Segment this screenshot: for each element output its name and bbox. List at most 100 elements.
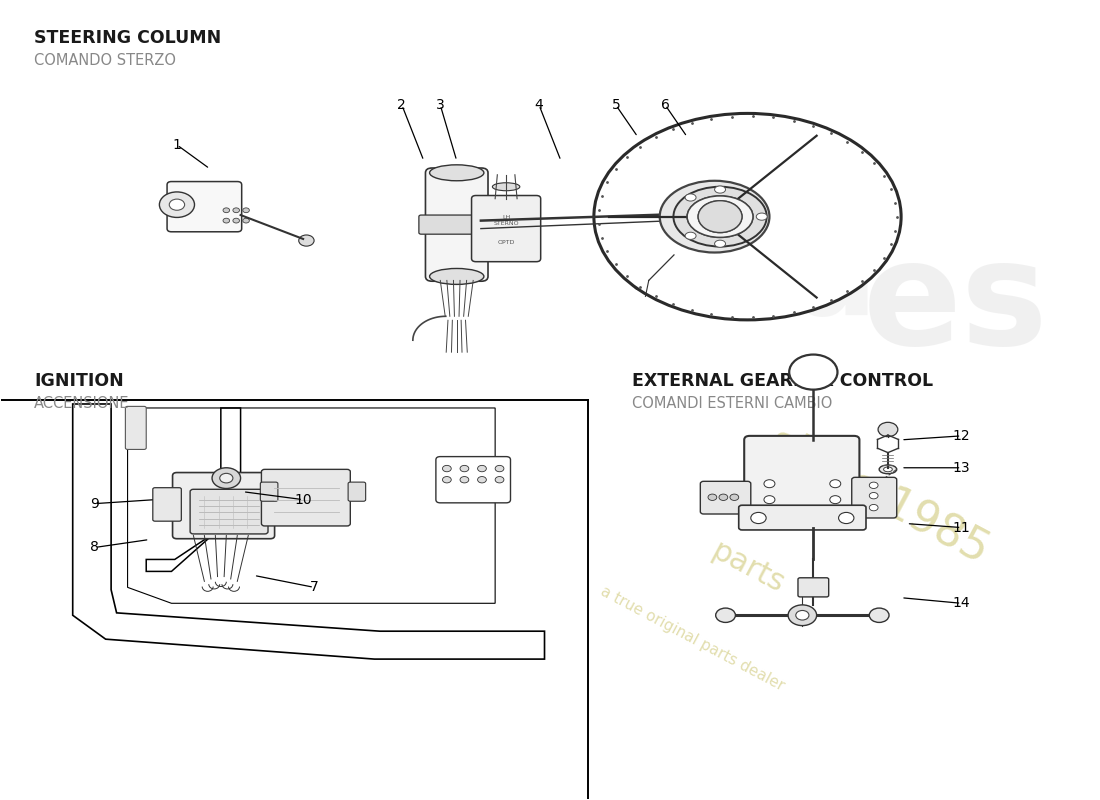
Ellipse shape: [715, 186, 726, 193]
Circle shape: [878, 422, 898, 437]
Circle shape: [212, 468, 241, 489]
Text: 1: 1: [173, 138, 182, 152]
Text: since 1985: since 1985: [762, 420, 997, 572]
Circle shape: [751, 513, 767, 523]
Ellipse shape: [688, 196, 754, 238]
Circle shape: [233, 208, 240, 213]
FancyBboxPatch shape: [125, 406, 146, 450]
Text: EXTERNAL GEARBOX CONTROL: EXTERNAL GEARBOX CONTROL: [632, 372, 934, 390]
Text: 7: 7: [310, 580, 319, 594]
Circle shape: [869, 505, 878, 511]
Text: 10: 10: [295, 493, 312, 506]
Text: ACCENSIONE: ACCENSIONE: [34, 396, 130, 411]
Circle shape: [730, 494, 739, 501]
FancyBboxPatch shape: [436, 457, 510, 503]
Ellipse shape: [594, 114, 901, 320]
Circle shape: [233, 218, 240, 223]
FancyBboxPatch shape: [745, 436, 859, 512]
Text: G: G: [713, 196, 815, 317]
FancyBboxPatch shape: [261, 482, 278, 502]
Circle shape: [698, 201, 742, 233]
Ellipse shape: [673, 186, 767, 246]
Circle shape: [788, 605, 816, 626]
Circle shape: [442, 477, 451, 483]
Circle shape: [243, 208, 250, 213]
Circle shape: [160, 192, 195, 218]
Ellipse shape: [660, 181, 769, 253]
Ellipse shape: [685, 194, 696, 201]
FancyBboxPatch shape: [173, 473, 275, 538]
Text: 11: 11: [953, 521, 970, 534]
Text: parts: parts: [706, 536, 789, 598]
Circle shape: [495, 466, 504, 472]
Ellipse shape: [635, 283, 652, 290]
Circle shape: [169, 199, 185, 210]
Text: 13: 13: [953, 461, 970, 474]
FancyBboxPatch shape: [701, 482, 751, 514]
Text: a: a: [793, 220, 878, 341]
Text: COMANDO STERZO: COMANDO STERZO: [34, 54, 176, 68]
Ellipse shape: [757, 213, 768, 220]
FancyBboxPatch shape: [167, 182, 242, 232]
Circle shape: [477, 477, 486, 483]
Circle shape: [477, 466, 486, 472]
Circle shape: [829, 496, 840, 504]
Circle shape: [869, 482, 878, 489]
Text: 8: 8: [90, 541, 99, 554]
Circle shape: [838, 513, 854, 523]
Circle shape: [223, 208, 230, 213]
Circle shape: [223, 218, 230, 223]
Circle shape: [869, 608, 889, 622]
Text: 6: 6: [661, 98, 670, 112]
Text: 3: 3: [436, 98, 444, 112]
Circle shape: [442, 466, 451, 472]
Circle shape: [299, 235, 315, 246]
Text: COMANDI ESTERNI CAMBIO: COMANDI ESTERNI CAMBIO: [632, 396, 833, 411]
Ellipse shape: [715, 240, 726, 247]
FancyBboxPatch shape: [262, 470, 350, 526]
FancyBboxPatch shape: [798, 578, 828, 597]
Circle shape: [716, 608, 736, 622]
Text: es: es: [864, 234, 1048, 375]
Text: 14: 14: [953, 596, 970, 610]
Circle shape: [698, 201, 742, 233]
Text: 4: 4: [535, 98, 543, 112]
Text: 5: 5: [612, 98, 620, 112]
Ellipse shape: [430, 269, 484, 285]
Ellipse shape: [676, 190, 754, 242]
Circle shape: [243, 218, 250, 223]
Ellipse shape: [685, 232, 696, 239]
FancyBboxPatch shape: [153, 488, 182, 521]
Ellipse shape: [430, 165, 484, 181]
Text: LH
STERNO: LH STERNO: [493, 215, 519, 226]
Text: a true original parts dealer: a true original parts dealer: [598, 584, 786, 694]
Text: 9: 9: [90, 497, 99, 510]
FancyBboxPatch shape: [419, 215, 495, 234]
FancyBboxPatch shape: [851, 478, 896, 518]
FancyBboxPatch shape: [739, 506, 866, 530]
Circle shape: [869, 493, 878, 499]
FancyBboxPatch shape: [348, 482, 365, 502]
Circle shape: [795, 610, 808, 620]
FancyBboxPatch shape: [190, 490, 268, 534]
Text: OPTD: OPTD: [497, 241, 515, 246]
Circle shape: [460, 466, 469, 472]
Circle shape: [764, 480, 774, 488]
Text: 2: 2: [397, 98, 406, 112]
FancyBboxPatch shape: [472, 195, 541, 262]
Ellipse shape: [493, 182, 520, 190]
Text: IGNITION: IGNITION: [34, 372, 124, 390]
Ellipse shape: [879, 465, 896, 474]
Circle shape: [789, 354, 837, 390]
FancyBboxPatch shape: [426, 168, 488, 282]
Circle shape: [719, 494, 728, 501]
Text: STEERING COLUMN: STEERING COLUMN: [34, 30, 221, 47]
Text: 12: 12: [953, 429, 970, 443]
Circle shape: [220, 474, 233, 483]
Circle shape: [764, 496, 774, 504]
Circle shape: [460, 477, 469, 483]
Ellipse shape: [883, 467, 892, 472]
Circle shape: [495, 477, 504, 483]
Circle shape: [829, 480, 840, 488]
Circle shape: [708, 494, 717, 501]
